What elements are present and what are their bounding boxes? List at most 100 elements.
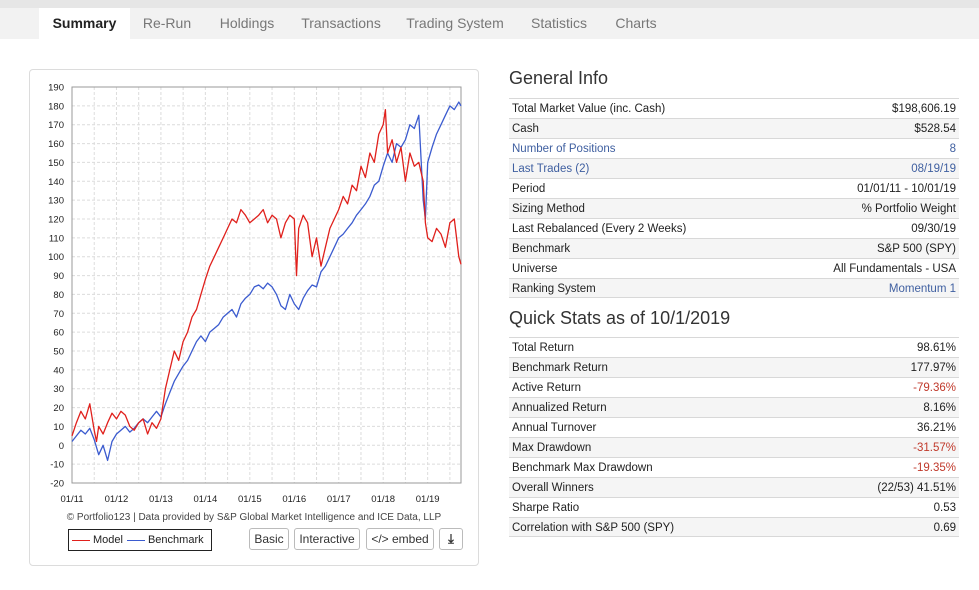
legend-label-model: Model [93, 534, 123, 546]
performance-chart: -20 -10 0 10 20 30 40 50 60 70 80 90 100 110 120 130 140… [48, 83, 462, 505]
info-row-sizing-method: Sizing Method % Portfolio Weight [509, 198, 959, 218]
tab-transactions[interactable]: Transactions [301, 15, 381, 31]
row-label: Max Drawdown [512, 442, 592, 454]
y-tick-label: 10 [53, 422, 64, 433]
row-label: Benchmark Max Drawdown [512, 462, 653, 474]
row-value: 98.61% [916, 342, 956, 354]
y-tick-label: -20 [50, 479, 64, 490]
tab-bar [0, 8, 979, 39]
y-tick-label: 50 [53, 347, 64, 358]
info-row-number-of-positions: Number of Positions 8 [509, 138, 959, 158]
basic-button[interactable]: Basic [249, 528, 289, 550]
model-line-swatch [72, 539, 90, 541]
embed-button[interactable]: </> embed [366, 528, 434, 550]
legend-item-model[interactable]: Model [72, 534, 123, 546]
top-strip [0, 0, 979, 8]
y-tick-label: 190 [48, 83, 64, 94]
row-label: Benchmark [512, 243, 571, 255]
ranking-system-link[interactable]: Momentum 1 [888, 283, 956, 295]
x-tick-label: 01/11 [60, 494, 83, 505]
number-of-positions-value-link[interactable]: 8 [949, 143, 956, 155]
y-tick-label: -10 [50, 460, 64, 471]
y-tick-label: 180 [48, 101, 64, 112]
y-tick-label: 0 [59, 441, 64, 452]
general-info-table: Total Market Value (inc. Cash) $198,606.1… [509, 98, 959, 298]
row-value: 0.69 [933, 522, 956, 534]
info-row-ranking-system: Ranking System Momentum 1 [509, 278, 959, 298]
x-tick-label: 01/13 [149, 494, 173, 505]
row-value: -79.36% [913, 382, 956, 394]
y-tick-label: 130 [48, 196, 64, 207]
row-label: Benchmark Return [512, 362, 608, 374]
stat-row-sharpe-ratio: Sharpe Ratio 0.53 [509, 497, 959, 517]
info-row-last-trades: Last Trades (2) 08/19/19 [509, 158, 959, 178]
y-tick-label: 120 [48, 215, 64, 226]
last-trades-link[interactable]: Last Trades (2) [512, 163, 590, 175]
tab-trading-system[interactable]: Trading System [406, 15, 504, 31]
row-label: Total Return [512, 342, 575, 354]
y-tick-label: 100 [48, 252, 64, 263]
series-line-model [71, 108, 462, 443]
stat-row-max-drawdown: Max Drawdown -31.57% [509, 437, 959, 457]
row-label: Sizing Method [512, 203, 585, 215]
y-tick-label: 140 [48, 177, 64, 188]
y-tick-label: 60 [53, 328, 64, 339]
download-button[interactable]: ⤓ [439, 528, 463, 550]
info-row-period: Period 01/01/11 - 10/01/19 [509, 178, 959, 198]
row-label: Correlation with S&P 500 (SPY) [512, 522, 675, 534]
info-row-total-market-value: Total Market Value (inc. Cash) $198,606.1… [509, 98, 959, 118]
last-trades-value-link[interactable]: 08/19/19 [911, 163, 956, 175]
row-value: $528.54 [914, 123, 956, 135]
row-value: 01/01/11 - 10/01/19 [857, 183, 956, 195]
stat-row-total-return: Total Return 98.61% [509, 337, 959, 357]
info-row-last-rebalanced: Last Rebalanced (Every 2 Weeks) 09/30/19 [509, 218, 959, 238]
row-label: Period [512, 183, 546, 195]
chart-legend: Model Benchmark [68, 529, 212, 551]
stat-row-correlation: Correlation with S&P 500 (SPY) 0.69 [509, 517, 959, 537]
tab-summary[interactable]: Summary [39, 8, 130, 39]
row-label: Cash [512, 123, 539, 135]
x-tick-label: 01/12 [105, 494, 129, 505]
row-value: $198,606.19 [892, 103, 956, 115]
legend-item-benchmark[interactable]: Benchmark [126, 534, 204, 546]
info-row-universe: Universe All Fundamentals - USA [509, 258, 959, 278]
row-value: All Fundamentals - USA [833, 263, 956, 275]
benchmark-line-swatch [126, 539, 145, 541]
y-tick-label: 150 [48, 158, 64, 169]
stat-row-benchmark-return: Benchmark Return 177.97% [509, 357, 959, 377]
y-tick-label: 70 [53, 309, 64, 320]
stat-row-annual-turnover: Annual Turnover 36.21% [509, 417, 959, 437]
x-tick-label: 01/15 [238, 494, 262, 505]
interactive-button[interactable]: Interactive [294, 528, 360, 550]
stat-row-benchmark-max-drawdown: Benchmark Max Drawdown -19.35% [509, 457, 959, 477]
quick-stats-table: Total Return 98.61% Benchmark Return 177.9… [509, 337, 959, 537]
x-tick-label: 01/17 [327, 494, 351, 505]
y-tick-label: 40 [53, 365, 64, 376]
y-tick-label: 170 [48, 120, 64, 131]
y-tick-label: 80 [53, 290, 64, 301]
y-tick-label: 30 [53, 384, 64, 395]
row-label: Annualized Return [512, 402, 607, 414]
data-source-note: © Portfolio123 | Data provided by S&P Gl… [66, 512, 442, 523]
number-of-positions-link[interactable]: Number of Positions [512, 143, 616, 155]
download-icon: ⤓ [448, 531, 454, 546]
chart-panel: -20 -10 0 10 20 30 40 50 60 70 80 90 100 110 120 130 140… [29, 69, 479, 566]
plot-frame [71, 86, 462, 484]
row-label: Active Return [512, 382, 582, 394]
row-value: 36.21% [916, 422, 956, 434]
row-value: 09/30/19 [911, 223, 956, 235]
row-label: Annual Turnover [512, 422, 597, 434]
row-label: Sharpe Ratio [512, 502, 580, 514]
general-info-title: General Info [509, 68, 609, 88]
info-row-cash: Cash $528.54 [509, 118, 959, 138]
tab-re-run[interactable]: Re-Run [142, 15, 192, 31]
row-value: (22/53) 41.51% [877, 482, 956, 494]
legend-label-benchmark: Benchmark [147, 534, 204, 546]
y-tick-label: 90 [53, 271, 64, 282]
tab-statistics[interactable]: Statistics [530, 15, 587, 31]
row-value: -19.35% [913, 462, 956, 474]
tab-charts[interactable]: Charts [615, 15, 657, 31]
info-row-benchmark: Benchmark S&P 500 (SPY) [509, 238, 959, 258]
y-tick-label: 20 [53, 403, 64, 414]
tab-holdings[interactable]: Holdings [219, 15, 275, 31]
